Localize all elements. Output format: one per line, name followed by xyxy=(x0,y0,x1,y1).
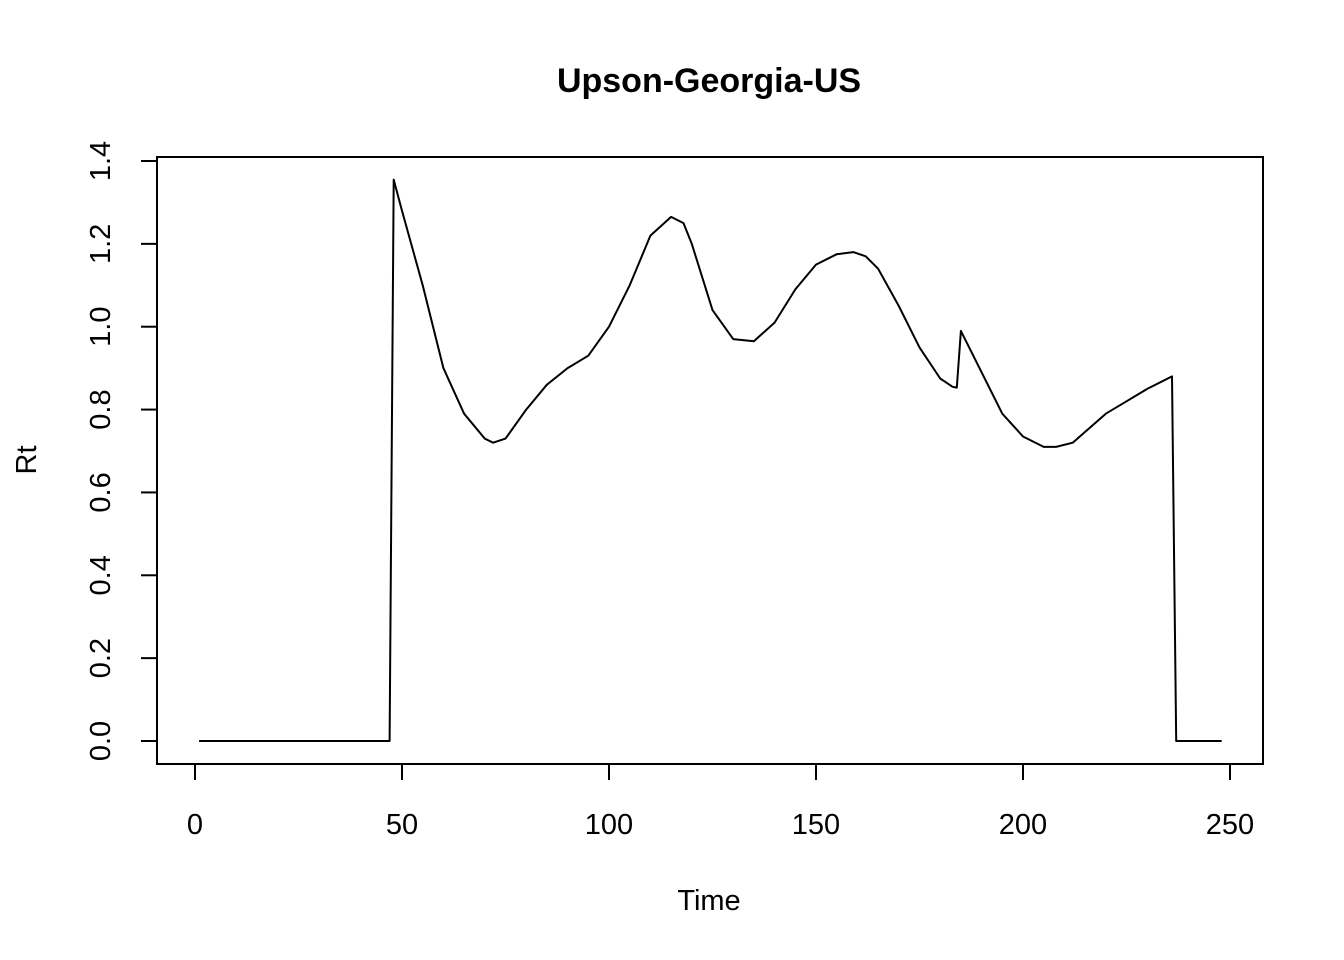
x-axis-label: Time xyxy=(677,885,740,917)
y-tick-label: 1.4 xyxy=(85,141,117,181)
plot-frame xyxy=(156,156,1264,765)
x-tick-label: 50 xyxy=(386,809,418,841)
x-tick-label: 100 xyxy=(585,809,633,841)
x-tick-label: 0 xyxy=(187,809,203,841)
chart-title: Upson-Georgia-US xyxy=(557,62,861,100)
y-tick-label: 0.2 xyxy=(85,638,117,678)
y-tick-label: 1.2 xyxy=(85,224,117,264)
y-tick-label: 0.4 xyxy=(85,555,117,595)
y-tick-label: 0.6 xyxy=(85,472,117,512)
x-tick-label: 200 xyxy=(999,809,1047,841)
x-tick-label: 250 xyxy=(1206,809,1254,841)
x-tick-label: 150 xyxy=(792,809,840,841)
series-layer xyxy=(199,178,1222,742)
series-line-0 xyxy=(199,178,1222,742)
x-axis: 0 50 100 150 200 250 xyxy=(187,763,1254,841)
y-tick-label: 0.8 xyxy=(85,389,117,429)
y-axis: 0.0 0.2 0.4 0.6 0.8 1.0 1.2 1.4 xyxy=(85,141,158,761)
y-tick-label: 1.0 xyxy=(85,307,117,347)
y-tick-label: 0.0 xyxy=(85,721,117,761)
y-axis-label: Rt xyxy=(11,446,43,475)
